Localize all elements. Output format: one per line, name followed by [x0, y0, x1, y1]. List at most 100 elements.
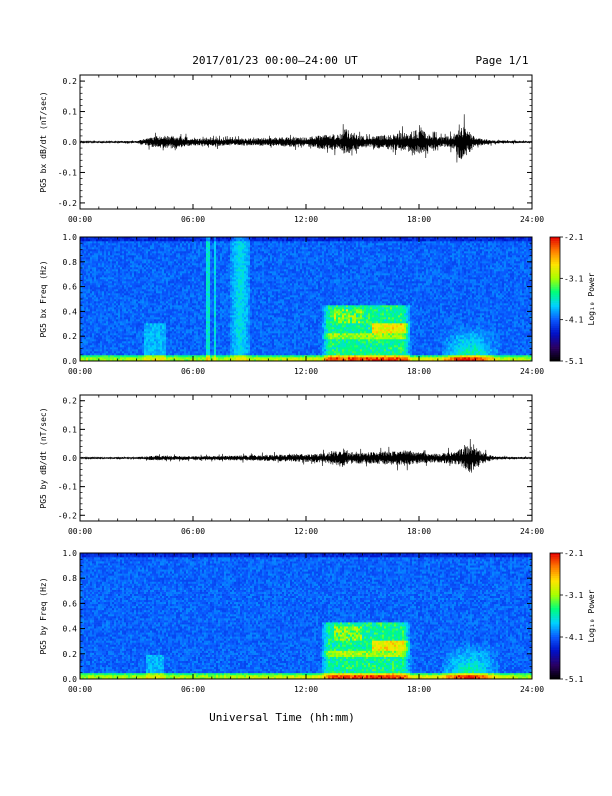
spectrogram-cell	[112, 349, 114, 351]
spectrogram-cell	[88, 303, 90, 305]
spectrogram-cell	[92, 263, 94, 265]
spectrogram-cell	[110, 253, 112, 255]
spectrogram-cell	[102, 277, 104, 279]
spectrogram-cell	[116, 263, 118, 265]
spectrogram-cell	[90, 329, 92, 331]
spectrogram-cell	[86, 259, 88, 261]
spectrogram-cell	[86, 343, 88, 345]
spectrogram-cell	[108, 285, 110, 287]
spectrogram-cell	[106, 257, 108, 259]
spectrogram-cell	[84, 349, 86, 351]
spectrogram-cell	[98, 285, 100, 287]
spectrogram-cell	[88, 307, 90, 309]
spectrogram-cell	[88, 345, 90, 347]
spectrogram-cell	[112, 273, 114, 275]
spectrogram-cell	[106, 243, 108, 245]
spectrogram-cell	[122, 275, 124, 277]
spectrogram-cell	[100, 343, 102, 345]
spectrogram-cell	[122, 357, 124, 359]
spectrogram-cell	[90, 251, 92, 253]
spectrogram-cell	[106, 323, 108, 325]
spectrogram-cell	[116, 265, 118, 267]
spectrogram-cell	[112, 339, 114, 341]
spectrogram-cell	[124, 345, 126, 347]
spectrogram-cell	[104, 247, 106, 249]
spectrogram-cell	[118, 309, 120, 311]
spectrogram-cell	[100, 345, 102, 347]
spectrogram-cell	[116, 323, 118, 325]
spectrogram-cell	[124, 335, 126, 337]
spectrogram-cell	[102, 251, 104, 253]
spectrogram-cell	[90, 273, 92, 275]
spectrogram-cell	[122, 299, 124, 301]
spectrogram-cell	[88, 351, 90, 353]
spectrogram-cell	[102, 353, 104, 355]
spectrogram-cell	[102, 347, 104, 349]
spectrogram-cell	[110, 287, 112, 289]
spectrogram-cell	[112, 299, 114, 301]
spectrogram-cell	[106, 263, 108, 265]
spectrogram-cell	[98, 323, 100, 325]
spectrogram-cell	[98, 315, 100, 317]
spectrogram-cell	[108, 269, 110, 271]
spectrogram-cell	[122, 317, 124, 319]
spectrogram-cell	[112, 289, 114, 291]
spectrogram-cell	[108, 255, 110, 257]
spectrogram-cell	[100, 275, 102, 277]
spectrogram-cell	[94, 345, 96, 347]
spectrogram-cell	[108, 347, 110, 349]
spectrogram-cell	[116, 297, 118, 299]
spectrogram-cell	[112, 343, 114, 345]
spectrogram-cell	[96, 341, 98, 343]
spectrogram-cell	[98, 329, 100, 331]
spectrogram-cell	[94, 275, 96, 277]
spectrogram-cell	[90, 317, 92, 319]
spectrogram-cell	[112, 241, 114, 243]
spectrogram-cell	[92, 281, 94, 283]
spectrogram-cell	[96, 327, 98, 329]
spectrogram-cell	[116, 273, 118, 275]
spectrogram-cell	[84, 325, 86, 327]
spectrogram-cell	[88, 325, 90, 327]
spectrogram-cell	[104, 353, 106, 355]
spectrogram-cell	[90, 331, 92, 333]
spectrogram-cell	[104, 297, 106, 299]
spectrogram-cell	[116, 259, 118, 261]
spectrogram-cell	[94, 325, 96, 327]
spectrogram-cell	[110, 285, 112, 287]
spectrogram-cell	[114, 353, 116, 355]
spectrogram-cell	[108, 245, 110, 247]
spectrogram-cell	[90, 255, 92, 257]
spectrogram-cell	[104, 337, 106, 339]
spectrogram-cell	[104, 305, 106, 307]
spectrogram-cell	[116, 351, 118, 353]
spectrogram-cell	[106, 259, 108, 261]
spectrogram-cell	[100, 341, 102, 343]
spectrogram-cell	[110, 289, 112, 291]
x-tick-label: 18:00	[407, 215, 431, 224]
spectrogram-cell	[106, 283, 108, 285]
spectrogram-cell	[120, 341, 122, 343]
spectrogram-cell	[90, 247, 92, 249]
spectrogram-cell	[104, 249, 106, 251]
spectrogram-cell	[94, 307, 96, 309]
spectrogram-cell	[96, 285, 98, 287]
spectrogram-cell	[90, 277, 92, 279]
spectrogram-cell	[98, 263, 100, 265]
spectrogram-cell	[104, 255, 106, 257]
spectrogram-cell	[112, 309, 114, 311]
spectrogram-cell	[122, 249, 124, 251]
spectrogram-cell	[112, 347, 114, 349]
spectrogram-cell	[92, 283, 94, 285]
spectrogram-cell	[94, 249, 96, 251]
spectrogram-cell	[90, 265, 92, 267]
spectrogram-cell	[94, 295, 96, 297]
spectrogram-cell	[96, 263, 98, 265]
spectrogram-cell	[118, 279, 120, 281]
spectrogram-cell	[100, 273, 102, 275]
spectrogram-cell	[114, 271, 116, 273]
spectrogram-cell	[108, 293, 110, 295]
spectrogram-cell	[96, 305, 98, 307]
spectrogram-cell	[100, 269, 102, 271]
spectrogram-cell	[94, 247, 96, 249]
